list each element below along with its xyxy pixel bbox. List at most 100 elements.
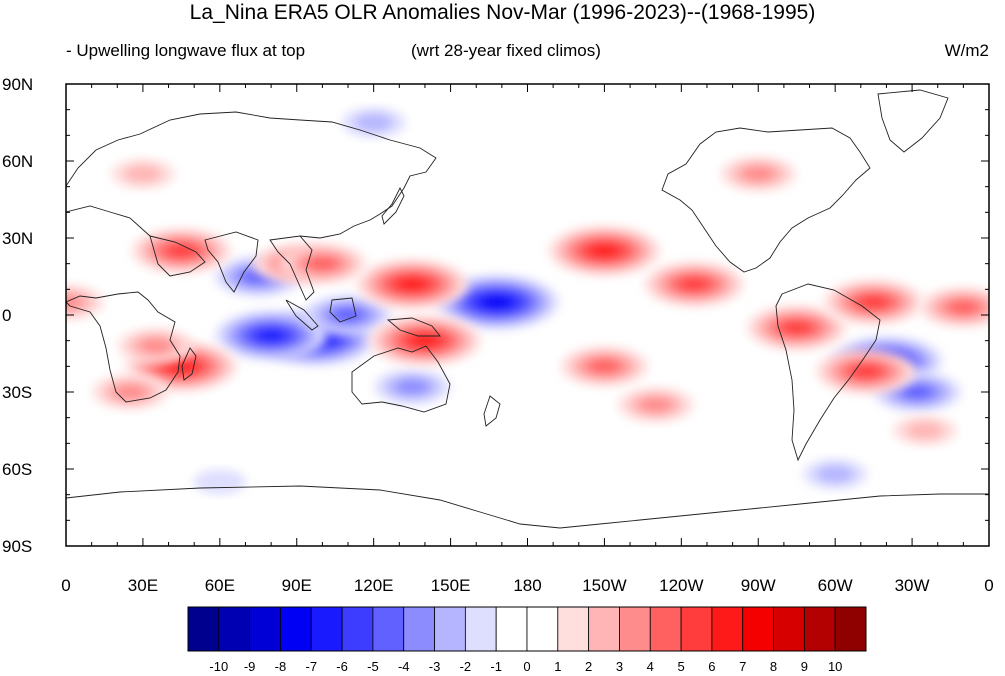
lat-tick-label: 30N: [2, 229, 33, 248]
colorbar-swatch: [711, 606, 744, 652]
coastline-europe-south: [66, 205, 151, 237]
red-north-pacific-subtropic: [548, 225, 661, 276]
coastline-antarctica: [66, 485, 989, 529]
lon-tick-label: 150E: [431, 576, 471, 595]
lon-tick-label: 120W: [659, 576, 703, 595]
blue-australia: [374, 369, 451, 405]
colorbar-label: 2: [585, 659, 592, 674]
red-south-brazil: [815, 348, 916, 394]
blue-antarctic: [193, 469, 246, 495]
lon-tick-label: 120E: [354, 576, 394, 595]
lon-tick-label: 90E: [282, 576, 312, 595]
red-east-africa: [117, 328, 194, 364]
colorbar-swatch: [434, 606, 466, 652]
lat-tick-label: 60S: [2, 460, 32, 479]
axis-ticks: 90N 60N 30N 0 30S 60S 90S 0 30E 60E 90E 120E 150E 180…: [2, 75, 994, 595]
colorbar-swatch: [619, 606, 651, 652]
lon-tick-label: 0: [984, 576, 993, 595]
coastline-new-zealand: [483, 395, 501, 427]
colorbar-swatch: [464, 606, 497, 652]
colorbar-label: -4: [398, 659, 410, 674]
colorbar-label: 7: [739, 659, 746, 674]
lat-tick-label: 90S: [2, 537, 32, 556]
coastline-new-guinea: [386, 317, 441, 337]
colorbar-label: -3: [429, 659, 441, 674]
coastline-se-asia: [269, 235, 315, 301]
colorbar-swatch: [557, 606, 590, 652]
colorbar-swatch: [187, 606, 220, 652]
coastline-india: [204, 231, 259, 293]
coastline-arabia: [149, 235, 206, 277]
blue-indian-ocean-east: [215, 310, 328, 361]
colorbar-label: -6: [336, 659, 348, 674]
colorbar-swatch: [280, 606, 312, 652]
units-label: W/m2: [944, 41, 989, 60]
coastline-australia: [351, 345, 451, 413]
colorbar-swatch: [680, 606, 713, 652]
lat-tick-label: 90N: [2, 75, 33, 94]
colorbar-swatch: [495, 606, 528, 652]
colorbar-label: -5: [367, 659, 379, 674]
blue-siberia: [341, 107, 406, 138]
colorbar: -10 -9 -8 -7 -6 -5 -4 -3 -2 -1 0 1 2 3 4 5 6 7 8 9 10: [187, 606, 867, 674]
colorbar-swatch: [742, 606, 774, 652]
colorbar-swatch: [588, 606, 620, 652]
lon-tick-label: 60E: [205, 576, 235, 595]
coastline-greenland: [877, 89, 949, 153]
colorbar-label: -8: [275, 659, 287, 674]
lon-tick-label: 150W: [582, 576, 626, 595]
colorbar-swatch: [803, 606, 836, 652]
lon-tick-label: 180: [513, 576, 541, 595]
variable-description: - Upwelling longwave flux at top: [66, 41, 306, 60]
coastline-africa: [66, 291, 181, 403]
colorbar-label: -1: [490, 659, 502, 674]
colorbar-label: 8: [770, 659, 777, 674]
colorbar-label: 1: [554, 659, 561, 674]
coastline-japan: [381, 186, 405, 225]
coastline-madagascar: [181, 347, 197, 381]
colorbar-label: 0: [523, 659, 530, 674]
colorbar-swatch: [834, 606, 867, 652]
coastline-eurasia-north: [66, 111, 437, 239]
colorbar-label: -7: [305, 659, 317, 674]
red-europe: [110, 158, 175, 189]
colorbar-label: 3: [616, 659, 623, 674]
coastlines: [66, 89, 989, 529]
colorbar-label: -2: [460, 659, 472, 674]
red-south-pacific-east: [617, 387, 694, 423]
red-south-africa: [92, 374, 169, 410]
map-title: La_Nina ERA5 OLR Anomalies Nov-Mar (1996…: [189, 1, 816, 24]
red-canada: [720, 156, 797, 192]
colorbar-label: -10: [209, 659, 228, 674]
anomaly-field: [66, 107, 989, 495]
lon-tick-label: 90W: [741, 576, 776, 595]
colorbar-swatch: [403, 606, 435, 652]
colorbar-swatch: [341, 606, 374, 652]
lon-tick-label: 30W: [895, 576, 930, 595]
colorbar-swatch: [649, 606, 682, 652]
coastline-sumatra: [285, 299, 319, 331]
red-central-america: [644, 261, 745, 307]
climatology-note: (wrt 28-year fixed climos): [411, 41, 601, 60]
lat-tick-label: 60N: [2, 152, 33, 171]
lon-tick-label: 30E: [128, 576, 158, 595]
lat-tick-label: 30S: [2, 383, 32, 402]
colorbar-swatch: [526, 606, 559, 652]
colorbar-label: 4: [647, 659, 654, 674]
coastline-borneo: [329, 297, 357, 323]
colorbar-swatch: [310, 606, 343, 652]
colorbar-label: -9: [244, 659, 256, 674]
red-south-atlantic: [892, 415, 957, 446]
coastline-south-america: [775, 283, 881, 462]
red-arabia: [131, 228, 232, 274]
red-atlantic-itcz: [823, 279, 924, 325]
red-atlantic-east: [919, 287, 989, 328]
lon-tick-label: 0: [61, 576, 70, 595]
colorbar-swatch: [773, 606, 805, 652]
colorbar-label: 5: [677, 659, 684, 674]
red-japan: [278, 243, 367, 284]
coastline-north-america: [661, 127, 871, 273]
colorbar-label: 6: [708, 659, 715, 674]
blue-southern-ocean: [803, 459, 868, 490]
